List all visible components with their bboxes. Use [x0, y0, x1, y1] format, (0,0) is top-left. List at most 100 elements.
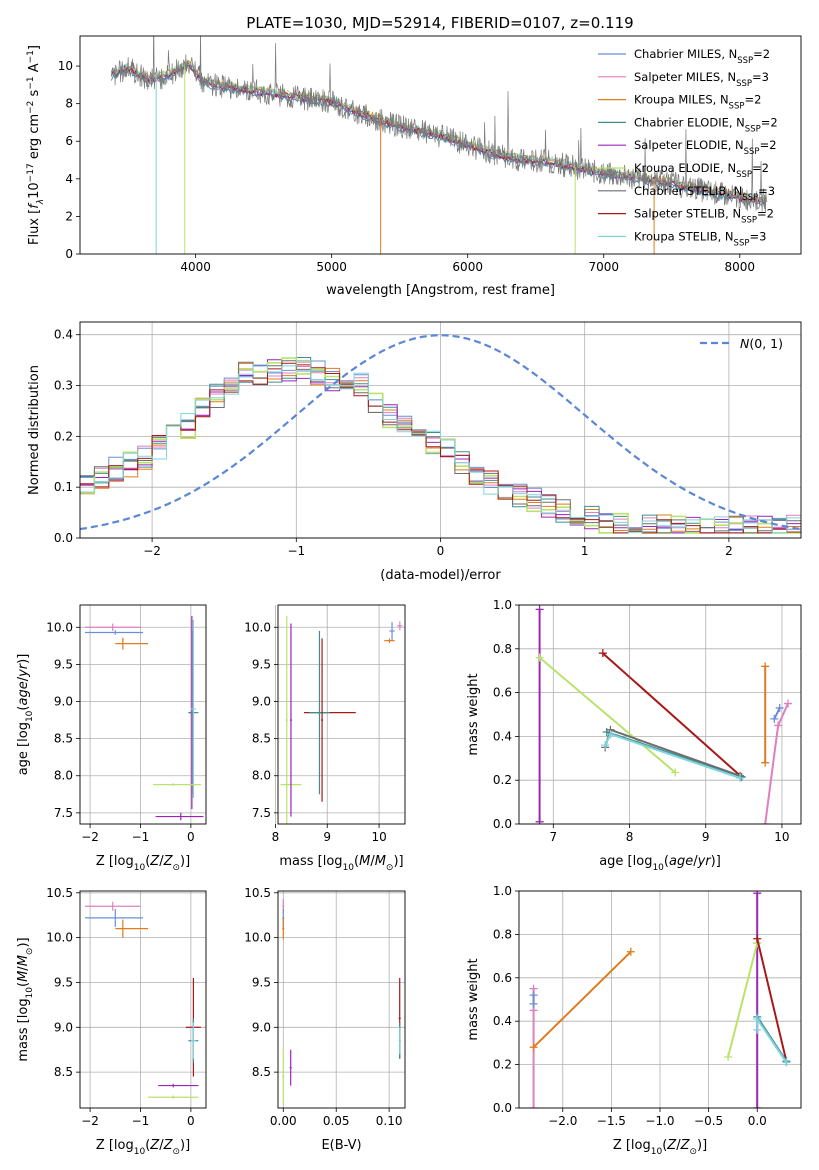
y-axis-label: Normed distribution — [27, 365, 42, 495]
label-part: M — [16, 955, 31, 966]
x-axis-label: mass [log10(M/M⊙)] — [279, 854, 403, 873]
y-tick-label: 9.0 — [252, 1020, 271, 1034]
legend-text: Salpeter ELODIE, N — [634, 138, 744, 152]
y-tick-label: 1.0 — [493, 598, 512, 612]
label-part: Z — [149, 854, 160, 869]
y-tick-label: 4 — [65, 172, 73, 186]
axes-frame — [79, 321, 802, 539]
label-part: Z [log — [96, 1138, 134, 1153]
mass_weight_vs_age-plot-area — [535, 605, 793, 824]
mass_vs_ebv-panel: 0.00 0.05 0.10 8.5 9.0 9.5 10.0 10.5 — [244, 886, 406, 1128]
label-part: ( — [145, 854, 150, 869]
mass_weight_vs_Z-panel: −2.0 −1.5 −1.0 −0.5 0.0 0.0 0.2 0.4 0.6 0.8 1.0 Z [… — [466, 884, 802, 1157]
legend-text: Salpeter MILES, N — [634, 70, 736, 84]
errorbar-point — [115, 919, 149, 938]
y-tick-label: 10.0 — [46, 620, 73, 634]
legend-text: Kroupa STELIB, N — [634, 229, 734, 243]
weight-marker — [671, 768, 680, 777]
x-tick-label: 2 — [725, 544, 733, 558]
age_vs_Z-panel: −2 −1 07.58.08.59.09.510.0Z [log10(Z/Z⊙)]a… — [16, 604, 207, 873]
label-part: ⊙ — [172, 863, 180, 873]
label-part: Z — [163, 854, 174, 869]
weight-marker — [753, 1025, 762, 1034]
x-axis-label: E(B-V) — [321, 1138, 361, 1153]
y-tick-label: 8 — [65, 97, 73, 111]
legend-suffix: =3 — [752, 70, 769, 84]
mass_weight_vs_Z-plot-area — [529, 891, 791, 1108]
y-tick-label: 0.0 — [493, 1101, 512, 1115]
mass_vs_Z-plot-area — [85, 901, 201, 1100]
x-tick-label: 7000 — [588, 260, 619, 274]
y-tick-label: 10.5 — [46, 886, 73, 900]
x-tick-label: 0.00 — [270, 1114, 297, 1128]
legend-text: Salpeter STELIB, N — [634, 207, 741, 221]
label-part: / — [676, 1138, 681, 1153]
weight-marker — [784, 699, 793, 708]
x-tick-label: 8000 — [725, 260, 756, 274]
errorbar-point — [190, 619, 196, 799]
x-tick-label: 0 — [187, 1114, 195, 1128]
errorbar-point — [397, 621, 403, 631]
x-tick-label: 0 — [187, 830, 195, 844]
legend-sub: SSP — [736, 79, 752, 89]
y-tick-label: 9.5 — [252, 657, 271, 671]
legend-suffix: =2 — [753, 47, 770, 61]
legend-sub: SSP — [745, 124, 761, 134]
errorbar-point — [155, 812, 204, 821]
axes-frame — [79, 604, 207, 825]
y-tick-label: 8.5 — [252, 732, 271, 746]
label-part: ⊙ — [25, 948, 35, 956]
errorbar-point — [85, 908, 143, 927]
weight-marker — [753, 934, 762, 943]
label-part: / — [16, 966, 31, 971]
label-part: 10 — [25, 710, 35, 722]
weight-marker — [761, 820, 770, 824]
y-tick-label: 9.0 — [54, 695, 73, 709]
legend-text: Kroupa ELODIE, N — [634, 161, 736, 175]
x-tick-label: 0.10 — [376, 1114, 403, 1128]
x-tick-label: 9 — [323, 830, 331, 844]
label-part: ⊙ — [386, 863, 394, 873]
label-part: M — [359, 854, 370, 869]
weight-line — [764, 703, 789, 824]
weight-marker — [535, 605, 544, 614]
x-tick-label: −2 — [143, 544, 161, 558]
weight-marker — [753, 1104, 762, 1108]
weight-marker — [775, 703, 784, 712]
y-tick-label: 0.6 — [493, 686, 512, 700]
y-tick-label: 0.2 — [493, 773, 512, 787]
weight-marker — [626, 947, 635, 956]
weight-line — [602, 652, 743, 778]
x-axis-label: wavelength [Angstrom, rest frame] — [326, 283, 555, 298]
y-tick-label: 9.0 — [252, 695, 271, 709]
y-tick-label: 0.2 — [54, 429, 73, 443]
errorbar-point — [282, 917, 285, 940]
legend-text: Chabrier STELIB, N — [634, 184, 742, 198]
legend-suffix: =2 — [760, 138, 777, 152]
label-part: ⊙ — [172, 1147, 180, 1157]
label-part: f — [27, 202, 42, 209]
y-axis-label: mass [log10(M/M⊙)] — [16, 937, 35, 1061]
y-tick-label: 0.0 — [54, 531, 73, 545]
y-axis-label: age [log10(age/yr)] — [16, 654, 35, 776]
errorbar-point — [85, 630, 143, 635]
label-part: −2 — [26, 101, 36, 114]
label-part: 10 — [343, 863, 355, 873]
label-part: / — [16, 676, 31, 681]
x-tick-label: −1 — [132, 830, 150, 844]
weight-marker — [782, 1058, 791, 1067]
errorbar-point — [282, 1049, 285, 1104]
y-tick-label: 9.0 — [54, 1020, 73, 1034]
label-part: ] — [27, 45, 42, 50]
label-part: 10 — [25, 987, 35, 999]
mass_vs_Z-panel: −2 −1 08.59.09.510.010.5Z [log10(Z/Z⊙)]mas… — [16, 886, 207, 1157]
label-part: 10 — [27, 182, 42, 199]
weight-marker — [598, 649, 607, 658]
label-part: Z [log — [96, 854, 134, 869]
x-tick-label: 0.0 — [748, 1114, 767, 1128]
weight-marker — [770, 714, 779, 723]
histogram-line — [80, 357, 801, 534]
axes-frame — [79, 35, 802, 255]
axes-frame — [277, 890, 406, 1109]
spectrum-observed-line — [110, 36, 768, 214]
